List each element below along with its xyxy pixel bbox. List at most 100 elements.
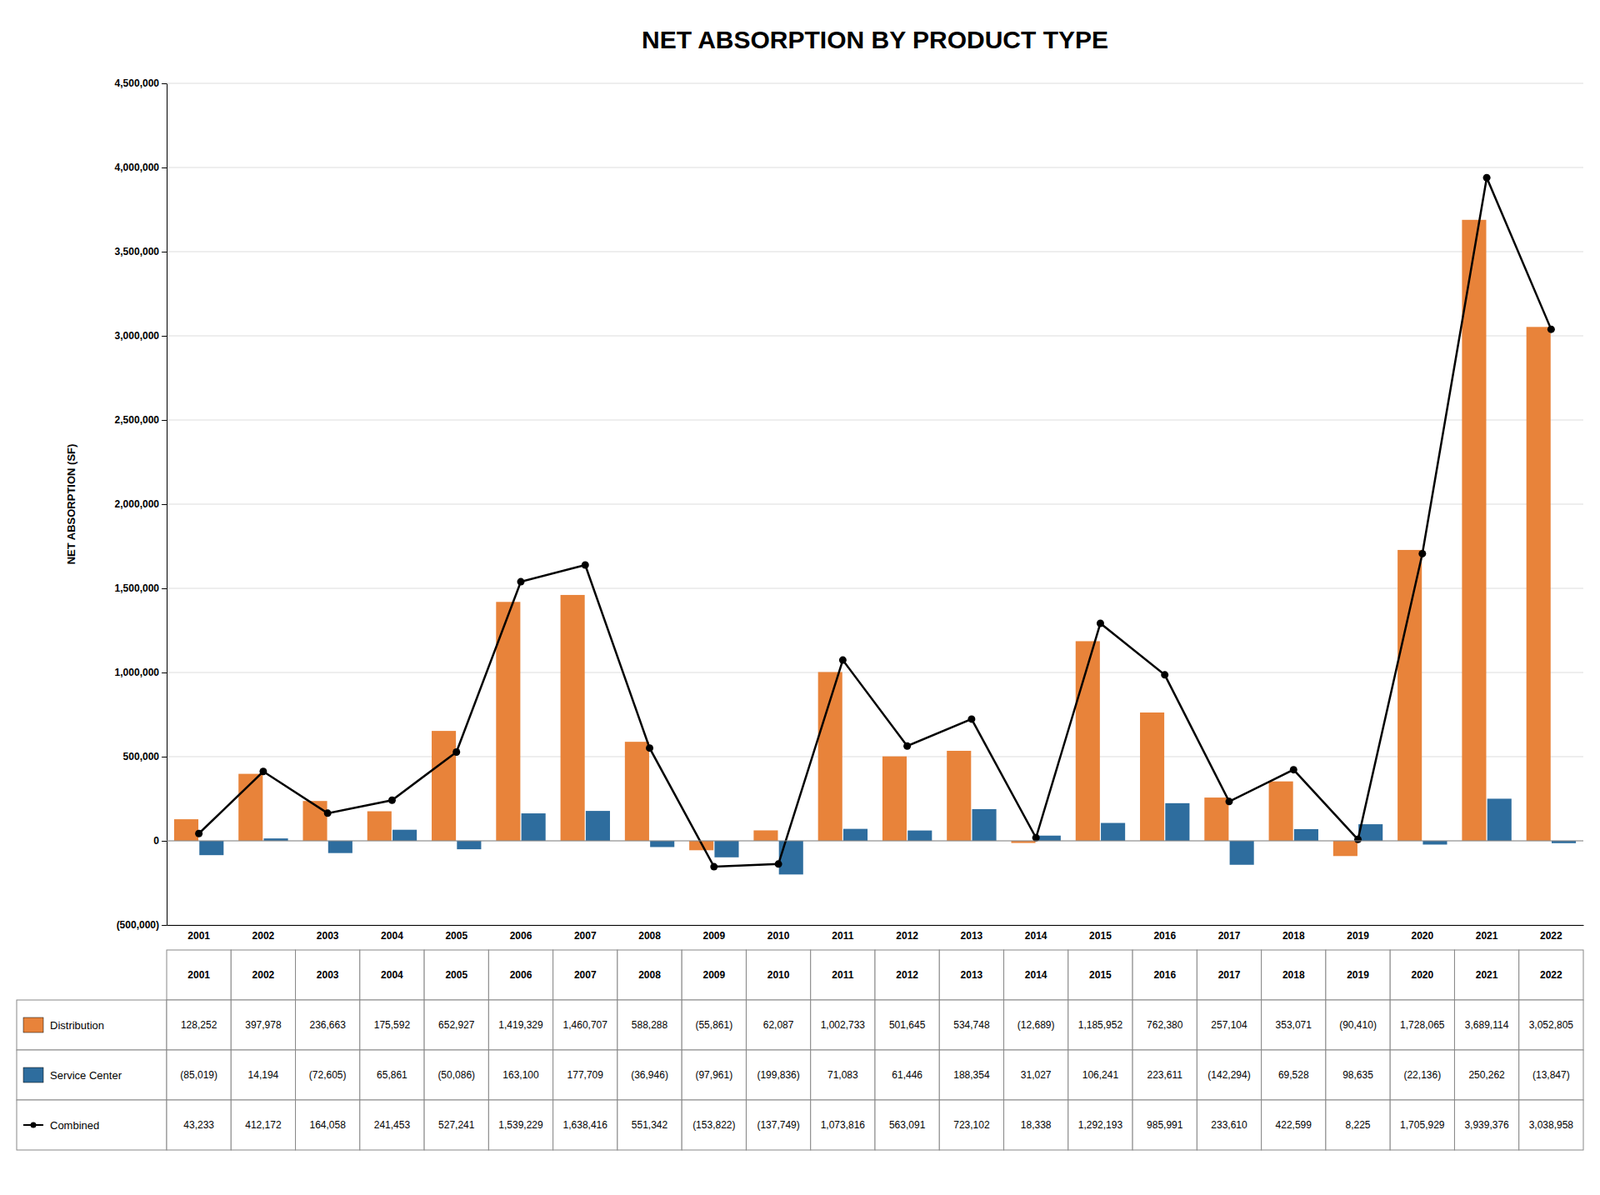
bar: [1075, 640, 1100, 841]
data-label: 723,102: [953, 1119, 990, 1131]
data-label: 1,460,707: [563, 1019, 609, 1031]
data-label: 241,453: [374, 1119, 411, 1131]
table-cell: [166, 950, 231, 1000]
table-cell: [1454, 1000, 1519, 1050]
bar: [1461, 220, 1486, 841]
table-cell: [295, 1050, 360, 1100]
bar: [625, 741, 650, 841]
table-cell: [1325, 950, 1390, 1000]
table-cell: [1325, 1050, 1390, 1100]
table-cell: [1068, 1050, 1133, 1100]
y-tick-mark: [161, 83, 167, 85]
table-cell: [1519, 950, 1584, 1000]
x-tick: 2019: [1346, 930, 1370, 942]
bar: [907, 830, 932, 841]
bar-series: [174, 220, 1551, 856]
point: [195, 830, 203, 838]
data-label: 1,539,229: [498, 1119, 544, 1131]
data-label: 762,380: [1146, 1019, 1184, 1031]
bar: [560, 595, 585, 841]
bar: [328, 840, 353, 854]
x-tick: 2007: [574, 930, 597, 942]
table-header: 2017: [1218, 969, 1241, 981]
y-tick: (500,000): [116, 919, 167, 931]
table-cell: [681, 950, 746, 1000]
bar: [431, 730, 456, 841]
table-cell: [1261, 1100, 1326, 1150]
x-tick: 2016: [1153, 930, 1176, 942]
table-cell: [360, 1050, 425, 1100]
point: [1354, 835, 1362, 844]
table-cell: [1261, 1000, 1326, 1050]
y-axis-title: NET ABSORPTION (SF): [65, 444, 78, 565]
table-header: 2016: [1153, 969, 1176, 981]
x-tick-label: 2022: [1540, 930, 1563, 942]
data-label: 501,645: [889, 1019, 926, 1031]
data-label: 353,071: [1275, 1019, 1313, 1031]
grid-line: [166, 925, 1584, 926]
bar: [1204, 797, 1229, 841]
table-cell: [617, 950, 682, 1000]
y-tick: 2,500,000: [115, 414, 167, 426]
bar: [1358, 824, 1383, 841]
data-label: 3,939,376: [1464, 1119, 1510, 1131]
grid-line: [166, 167, 1584, 169]
table-cell: [939, 1050, 1004, 1100]
data-label: (22,136): [1403, 1069, 1441, 1081]
table-cell: [1454, 1100, 1519, 1150]
table-cell: [166, 1050, 231, 1100]
bar: [650, 840, 675, 847]
table-cell: [745, 1100, 810, 1150]
data-label: (55,861): [695, 1019, 733, 1031]
point: [1290, 765, 1298, 774]
data-label: 1,002,733: [820, 1019, 866, 1031]
y-tick: 500,000: [123, 750, 167, 763]
table-cell: [875, 950, 940, 1000]
point: [1225, 797, 1234, 805]
table-header: 2015: [1089, 969, 1112, 981]
table-header: 2009: [702, 969, 725, 981]
table-cell: [553, 1050, 618, 1100]
point: [710, 863, 718, 871]
point: [967, 715, 975, 723]
y-tick: 2,000,000: [115, 498, 167, 510]
table-cell: [1519, 1000, 1584, 1050]
data-label: 43,233: [183, 1119, 215, 1131]
table-header: 2007: [574, 969, 597, 981]
data-label: 1,728,065: [1400, 1019, 1445, 1031]
table-header: 2002: [252, 969, 275, 981]
data-label: 588,288: [631, 1019, 669, 1031]
bar: [392, 830, 417, 841]
y-tick-label: 3,500,000: [115, 245, 160, 258]
x-tick-label: 2013: [960, 930, 984, 942]
bar: [779, 840, 804, 875]
data-label: 14,194: [248, 1069, 280, 1081]
x-tick-label: 2005: [445, 930, 468, 942]
x-tick: 2015: [1089, 930, 1112, 942]
y-tick-label: 4,000,000: [115, 161, 160, 174]
x-tick-label: 2004: [380, 930, 404, 942]
data-label: 422,599: [1275, 1119, 1313, 1131]
table-cell: [553, 1000, 618, 1050]
legend-swatch: [23, 1067, 44, 1083]
data-label: 31,027: [1020, 1069, 1052, 1081]
legend-label: Service Center: [50, 1069, 123, 1082]
table-cell: [939, 1000, 1004, 1050]
table-cell: [230, 1050, 295, 1100]
bar: [882, 756, 907, 841]
table-header: 2008: [638, 969, 661, 981]
table-header: 2014: [1025, 969, 1048, 981]
table-cell: [1132, 1000, 1197, 1050]
x-tick-label: 2012: [895, 930, 919, 942]
y-tick-mark: [161, 420, 167, 421]
data-label: 164,058: [309, 1119, 346, 1131]
grid-line: [166, 840, 1584, 842]
y-tick-mark: [161, 840, 167, 842]
table-cell: [810, 1100, 875, 1150]
table-header: 2011: [831, 969, 854, 981]
table-cell: [295, 1100, 360, 1150]
data-label: 233,610: [1210, 1119, 1248, 1131]
point: [1547, 325, 1555, 334]
data-label: 65,861: [376, 1069, 408, 1081]
table-cell: [1261, 950, 1326, 1000]
